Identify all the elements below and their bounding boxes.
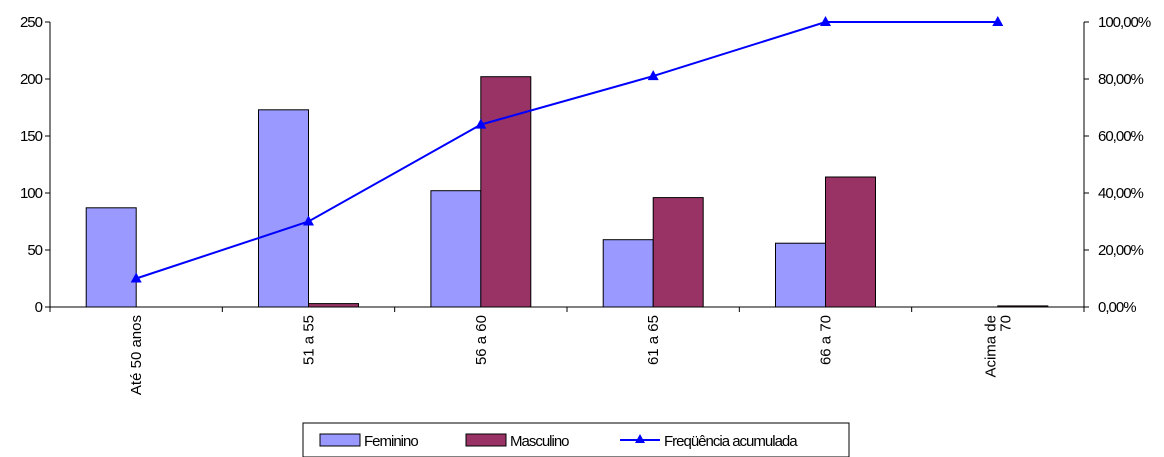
y-left-tick-label: 50 xyxy=(27,242,42,259)
line-layer xyxy=(130,16,1004,283)
x-tick-label: Acima de xyxy=(982,315,999,378)
point-frequencia-acumulada xyxy=(303,215,314,226)
bar-masculino xyxy=(480,76,532,308)
point-frequencia-acumulada xyxy=(992,16,1004,26)
legend-label-masculino: Masculino xyxy=(510,433,569,450)
bar-feminino xyxy=(258,109,309,308)
y-left-tick-label: 100 xyxy=(20,185,43,202)
legend-swatch-feminino xyxy=(319,433,361,447)
x-tick-label: 51 a 55 xyxy=(301,315,318,365)
plot-area xyxy=(50,22,1084,307)
legend-box xyxy=(302,422,850,457)
legend: Feminino Masculino Freqüência acumulada xyxy=(302,422,850,457)
bars-layer xyxy=(85,76,1049,308)
x-tick-label: 70 xyxy=(997,315,1014,332)
x-tick-label: 61 a 65 xyxy=(645,315,662,365)
bar-feminino xyxy=(85,207,137,308)
y-left-tick-label: 200 xyxy=(20,71,43,88)
x-tick-label: 66 a 70 xyxy=(818,315,835,365)
y-right-tick-label: 0,00% xyxy=(1098,299,1136,316)
bar-masculino xyxy=(308,303,359,308)
y-right-tick-label: 20,00% xyxy=(1098,242,1144,259)
bar-feminino xyxy=(775,242,826,308)
legend-label-feminino: Feminino xyxy=(364,433,418,450)
bar-feminino xyxy=(430,190,482,308)
bar-feminino xyxy=(602,239,654,308)
point-frequencia-acumulada xyxy=(130,272,142,283)
y-right-tick-label: 60,00% xyxy=(1098,128,1144,145)
legend-label-frequencia: Freqüência acumulada xyxy=(664,433,798,450)
y-right-tick-label: 40,00% xyxy=(1098,185,1144,202)
legend-marker-frequencia xyxy=(635,434,645,443)
y-right-tick-label: 100,00% xyxy=(1098,14,1151,31)
line-frequencia-acumulada xyxy=(135,21,998,280)
y-left-tick-label: 0 xyxy=(35,299,43,316)
point-frequencia-acumulada xyxy=(647,70,659,81)
y-left-tick-label: 150 xyxy=(20,128,43,145)
bar-masculino xyxy=(652,197,704,308)
x-tick-label: Até 50 anos xyxy=(128,315,145,395)
y-left-tick-label: 250 xyxy=(20,14,43,31)
legend-swatch-masculino xyxy=(465,433,507,447)
bar-masculino xyxy=(825,176,876,308)
x-tick-label: 56 a 60 xyxy=(473,315,490,365)
y-right-tick-label: 80,00% xyxy=(1098,71,1144,88)
axes-layer: 0 50 100 150 200 250 0,00% 20,00% 40,00% 60,00% 80… xyxy=(20,14,1152,395)
point-frequencia-acumulada xyxy=(475,118,487,129)
point-frequencia-acumulada xyxy=(820,16,831,26)
